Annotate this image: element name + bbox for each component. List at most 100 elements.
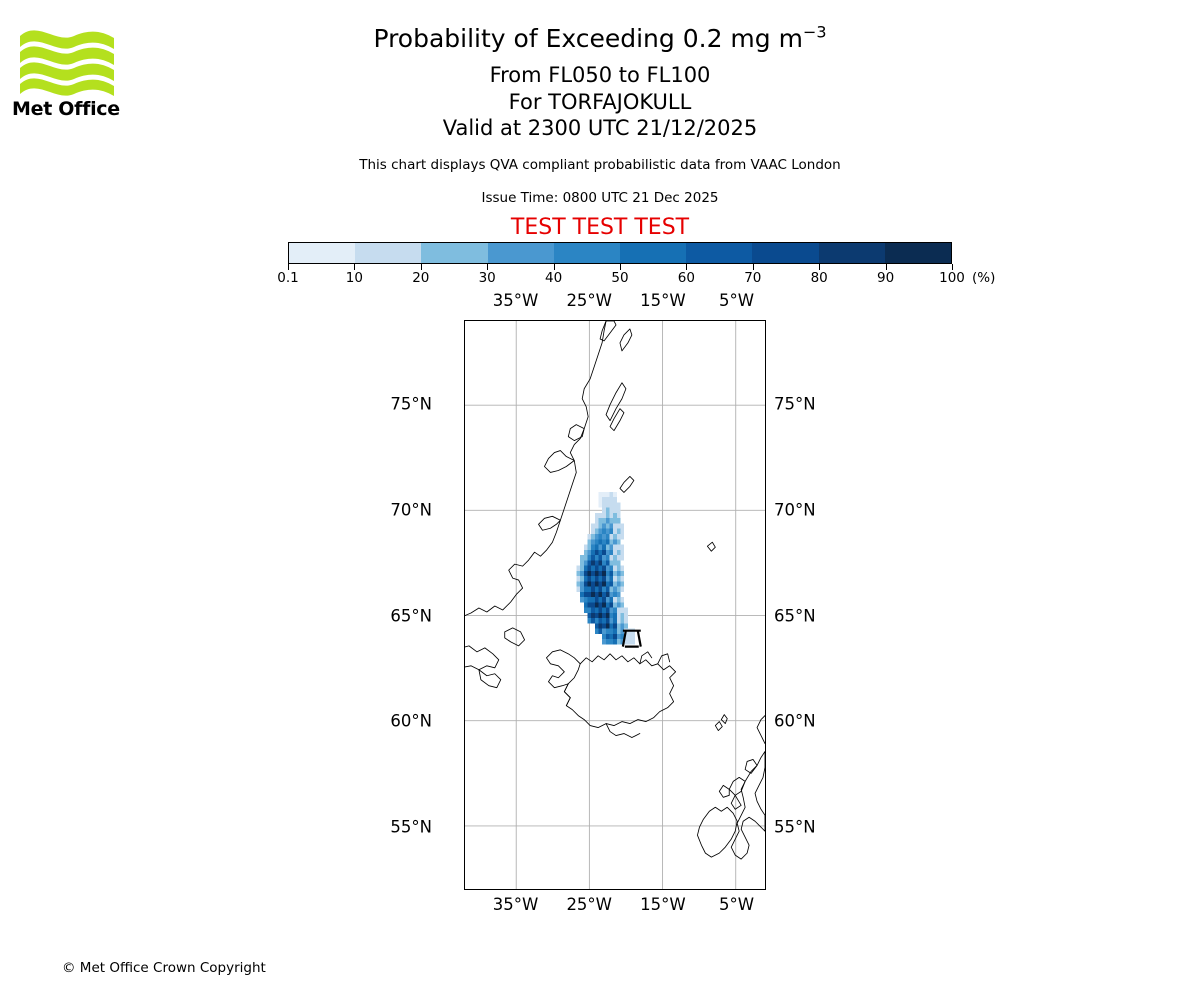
plume-cell <box>602 565 606 571</box>
plume-cell <box>616 576 621 582</box>
colorbar-tick-label: 90 <box>877 270 895 286</box>
plume-cell <box>631 633 636 640</box>
lat-label-left-4: 55°N <box>390 817 432 837</box>
copyright-notice: © Met Office Crown Copyright <box>62 960 266 976</box>
page-title: Probability of Exceeding 0.2 mg m−3 <box>0 24 1200 54</box>
plume-cell <box>594 602 599 608</box>
plume-cell <box>609 549 614 556</box>
plume-cell <box>591 591 595 598</box>
plume-cell <box>613 607 617 613</box>
plume-cell <box>613 618 617 624</box>
page-title-exponent: −3 <box>802 22 827 42</box>
plume-cell <box>587 581 592 587</box>
plume-cell <box>616 507 621 513</box>
plume-cell <box>598 560 603 566</box>
plume-cell <box>580 565 584 571</box>
plume-cell <box>598 534 603 540</box>
plume-cell <box>609 497 614 503</box>
plume-cell <box>609 623 614 629</box>
colorbar-tick-mark <box>553 264 555 270</box>
plume-cell <box>613 523 617 529</box>
plume-cell <box>602 602 606 608</box>
lon-label-top-3: 5°W <box>719 291 755 310</box>
plume-cell <box>609 602 614 608</box>
plume-cell <box>602 544 606 550</box>
met-office-logo: Met Office <box>12 22 122 120</box>
colorbar-tick-mark <box>952 264 953 270</box>
plume-cell <box>591 565 595 571</box>
plume-cell <box>587 539 592 545</box>
plume-cell <box>583 544 588 550</box>
plume-cell <box>583 597 588 603</box>
plume-cell <box>605 570 610 577</box>
lon-label-top-1: 25°W <box>566 291 612 310</box>
plume-cell <box>620 570 625 577</box>
plume-cell <box>613 639 617 645</box>
plume-cell <box>616 512 621 519</box>
plume-cell <box>591 576 595 582</box>
plume-cell <box>598 618 603 624</box>
plume-cell <box>602 528 606 534</box>
valid-time-line: Valid at 2300 UTC 21/12/2025 <box>442 116 758 140</box>
colorbar-tick-label: 100 <box>939 270 965 286</box>
plume-cell <box>620 633 625 640</box>
colorbar-tick-label: 0.1 <box>277 270 299 286</box>
colorbar-tick-mark <box>686 264 688 270</box>
plume-cell <box>627 639 632 645</box>
plume-cell <box>594 544 599 550</box>
plume-cell <box>591 549 595 556</box>
lon-label-bottom-2: 15°W <box>640 895 686 914</box>
plume-cell <box>616 528 621 534</box>
plume-cell <box>594 597 599 603</box>
plume-cell <box>605 518 610 524</box>
plume-cell <box>605 528 610 534</box>
plume-cell <box>616 639 621 645</box>
plume-cell <box>594 555 599 561</box>
plume-cell <box>602 612 606 619</box>
map-panel[interactable] <box>464 320 766 890</box>
plume-cell <box>602 623 606 629</box>
plume-cell <box>609 607 614 613</box>
plume-cell <box>620 602 625 608</box>
plume-cell <box>616 544 621 550</box>
plume-cell <box>609 628 614 634</box>
plume-cell <box>609 586 614 592</box>
plume-cell <box>591 612 595 619</box>
colorbar <box>288 242 952 264</box>
plume-cell <box>591 570 595 577</box>
plume-cell <box>594 591 599 598</box>
plume-cell <box>609 633 614 640</box>
plume-cell <box>580 597 584 603</box>
plume-cell <box>624 623 628 629</box>
plume-cell <box>620 523 625 529</box>
plume-cell <box>620 581 625 587</box>
colorbar-tick-mark <box>420 264 422 270</box>
plume-cell <box>580 581 584 587</box>
plume-cell <box>609 612 614 619</box>
qva-note: This chart displays QVA compliant probab… <box>359 157 841 173</box>
plume-cell <box>609 534 614 540</box>
plume-cell <box>609 539 614 545</box>
plume-cell <box>583 565 588 571</box>
plume-cell <box>605 639 610 645</box>
plume-cell <box>576 570 581 577</box>
plume-cell <box>576 576 581 582</box>
plume-cell <box>602 507 606 513</box>
plume-cell <box>594 570 599 577</box>
plume-cell <box>624 618 628 624</box>
coastlines <box>465 321 765 860</box>
lat-label-left-2: 65°N <box>390 606 432 626</box>
plume-cell <box>591 560 595 566</box>
plume-cell <box>602 586 606 592</box>
plume-cell <box>602 607 606 613</box>
plume-cell <box>594 586 599 592</box>
page-title-text: Probability of Exceeding 0.2 mg m <box>373 24 803 53</box>
plume-cell <box>587 555 592 561</box>
plume-cell <box>605 581 610 587</box>
colorbar-tick-mark <box>354 264 356 270</box>
plume-cell <box>609 581 614 587</box>
plume-cell <box>605 502 610 508</box>
plume-cell <box>598 518 603 524</box>
plume-cell <box>602 581 606 587</box>
plume-cell <box>602 628 606 634</box>
